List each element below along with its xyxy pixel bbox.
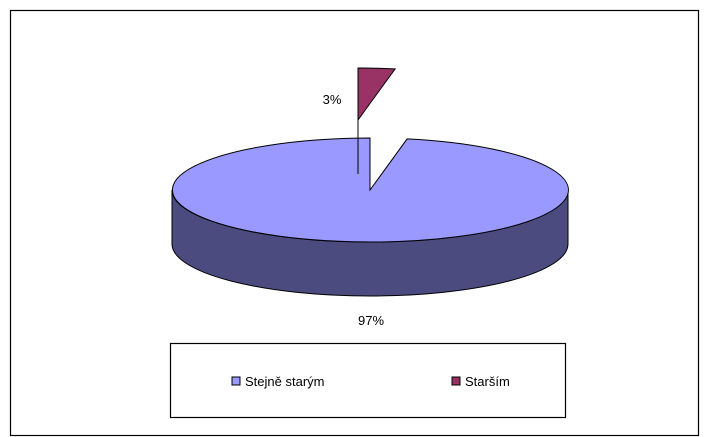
pie-slice-stejne-starym xyxy=(172,137,569,243)
data-label-stejne-starym: 97% xyxy=(358,313,384,328)
legend-swatch-stejne-starym xyxy=(231,376,241,386)
data-label-starsim: 3% xyxy=(323,92,342,107)
legend-label-starsim: Starším xyxy=(465,374,510,389)
legend-label-stejne-starym: Stejně starým xyxy=(245,374,324,389)
pie-plot-area xyxy=(171,67,569,297)
legend-swatch-starsim xyxy=(451,376,461,386)
legend: Stejně starým Starším xyxy=(169,342,567,419)
pie-slice-starsim xyxy=(357,67,397,122)
